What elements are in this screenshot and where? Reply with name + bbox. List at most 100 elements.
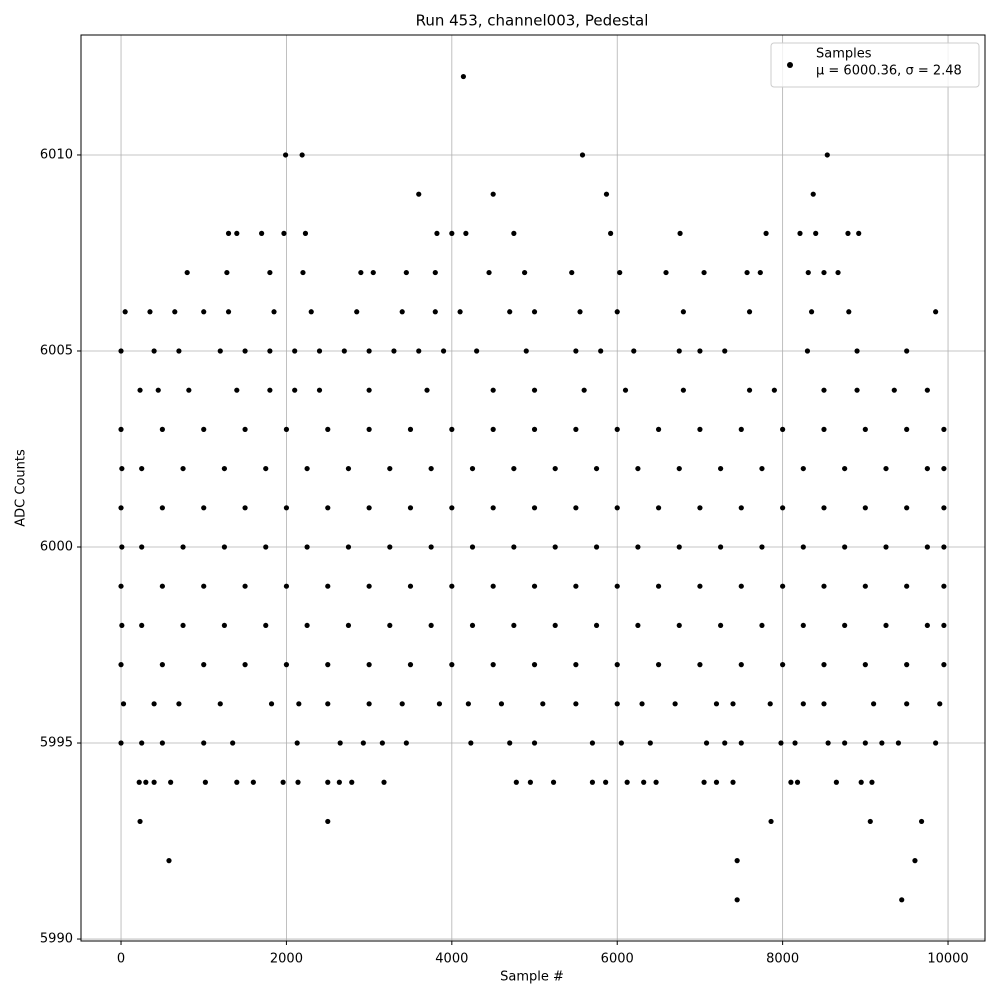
point — [871, 701, 877, 707]
point — [469, 544, 476, 550]
point — [531, 740, 538, 746]
y-tick-label: 6005 — [40, 343, 73, 358]
point — [449, 505, 455, 511]
point — [780, 583, 786, 589]
point — [788, 779, 794, 785]
point — [225, 309, 232, 315]
point — [730, 701, 736, 707]
point — [316, 387, 323, 393]
point — [176, 348, 182, 354]
point — [531, 426, 538, 432]
point — [250, 779, 256, 785]
point — [325, 818, 331, 825]
point — [507, 740, 513, 746]
point — [842, 622, 848, 629]
point — [242, 662, 248, 668]
point — [366, 348, 372, 354]
point — [672, 701, 678, 707]
point — [614, 701, 620, 707]
point — [407, 662, 414, 668]
point — [486, 269, 492, 276]
point — [904, 583, 910, 589]
legend-stats: μ = 6000.36, σ = 2.48 — [816, 64, 962, 79]
point — [676, 348, 682, 354]
y-tick-label: 6000 — [40, 540, 73, 555]
point — [387, 465, 393, 472]
point — [449, 583, 455, 589]
point — [428, 465, 434, 472]
y-tick-label: 5995 — [40, 736, 73, 751]
point — [469, 622, 476, 629]
point — [821, 583, 827, 589]
point — [552, 465, 558, 472]
point — [366, 426, 372, 432]
point — [201, 740, 207, 746]
point — [136, 779, 142, 785]
point — [267, 348, 273, 354]
point — [598, 348, 604, 354]
point — [304, 622, 310, 629]
point — [490, 662, 496, 668]
point — [663, 269, 669, 276]
point — [221, 544, 228, 550]
point — [283, 426, 290, 432]
point — [655, 583, 662, 589]
point — [842, 740, 848, 746]
point — [771, 387, 777, 393]
point — [701, 779, 707, 785]
point — [381, 779, 387, 785]
point — [833, 779, 839, 785]
point — [854, 348, 860, 354]
y-axis-label: ADC Counts — [14, 449, 29, 527]
point — [366, 583, 372, 589]
point — [842, 465, 848, 472]
point — [780, 426, 786, 432]
point — [155, 387, 161, 393]
point — [713, 701, 720, 707]
point — [718, 544, 724, 550]
point — [180, 622, 186, 629]
point — [821, 662, 827, 668]
point — [308, 309, 314, 315]
point — [201, 662, 207, 668]
point — [242, 505, 248, 511]
legend: Samples μ = 6000.36, σ = 2.48 — [770, 42, 980, 88]
point — [899, 897, 905, 903]
point — [137, 387, 143, 393]
point — [434, 230, 440, 236]
point — [387, 622, 393, 629]
point — [267, 387, 273, 393]
x-tick-label: 2000 — [270, 952, 303, 967]
point — [379, 740, 385, 746]
point — [463, 230, 469, 236]
point — [202, 779, 208, 785]
point — [118, 740, 124, 746]
x-tick-label: 4000 — [435, 952, 468, 967]
point — [122, 309, 128, 315]
point — [780, 662, 786, 668]
point — [763, 230, 769, 236]
point — [904, 505, 910, 511]
point — [234, 387, 240, 393]
point — [403, 269, 409, 276]
plot-frame — [80, 34, 986, 942]
point — [387, 544, 393, 550]
point — [267, 269, 273, 276]
point — [676, 544, 682, 550]
point — [295, 779, 301, 785]
point — [159, 662, 165, 668]
point — [137, 818, 143, 825]
point — [653, 779, 659, 785]
point — [531, 583, 538, 589]
point — [608, 230, 614, 236]
point — [325, 505, 331, 511]
point — [263, 622, 269, 629]
legend-label: Samples — [816, 47, 872, 62]
point — [862, 662, 868, 668]
point — [180, 465, 186, 472]
point — [614, 426, 620, 432]
points — [118, 73, 947, 903]
point — [593, 465, 600, 472]
point — [655, 662, 662, 668]
point — [283, 583, 290, 589]
